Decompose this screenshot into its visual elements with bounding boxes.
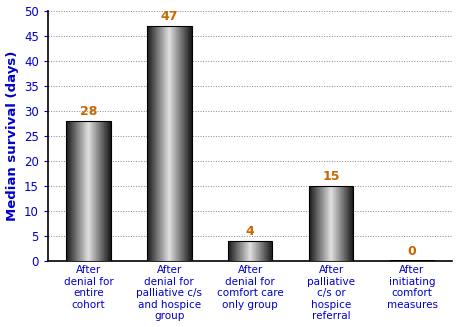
Bar (228, 241, 273, 261)
Text: 4: 4 (246, 225, 255, 238)
Text: 47: 47 (161, 9, 178, 23)
Bar (309, 186, 354, 261)
Text: 15: 15 (322, 170, 340, 183)
Bar (390, 260, 434, 261)
Text: 0: 0 (408, 245, 416, 258)
Bar (147, 26, 191, 261)
Y-axis label: Median survival (days): Median survival (days) (5, 51, 19, 221)
Bar (66, 121, 111, 261)
Text: 28: 28 (80, 105, 97, 118)
